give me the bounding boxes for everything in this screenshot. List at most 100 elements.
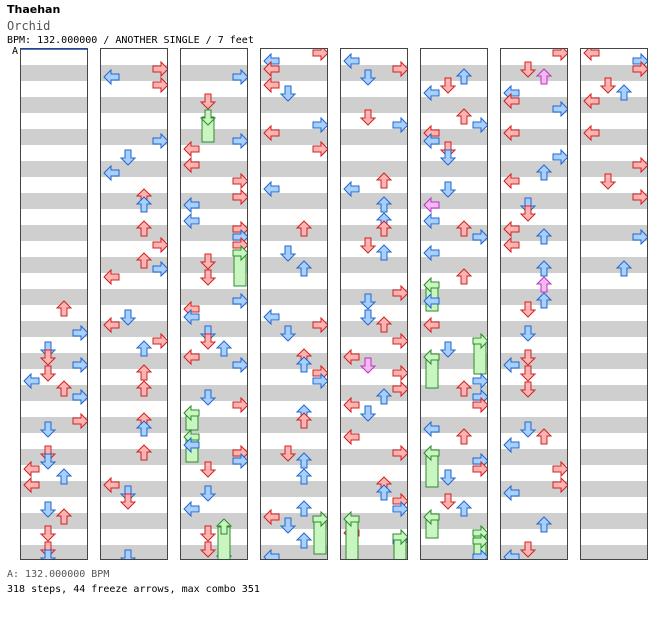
- up-arrow-note: [375, 484, 393, 501]
- up-arrow-note: [375, 172, 393, 189]
- beat-band: [501, 513, 567, 529]
- right-arrow-note: [472, 460, 487, 478]
- up-arrow-note: [535, 428, 553, 445]
- down-arrow-note: [439, 341, 457, 358]
- freeze-arrow-head: [472, 532, 487, 550]
- beat-band: [101, 129, 167, 145]
- beat-band: [341, 257, 407, 273]
- freeze-arrow-head: [423, 348, 440, 366]
- right-arrow-note: [312, 140, 327, 158]
- up-arrow-note: [215, 340, 233, 357]
- down-arrow-note: [359, 109, 377, 126]
- beat-band: [501, 65, 567, 81]
- up-arrow-note: [295, 500, 313, 517]
- down-arrow-note: [279, 517, 297, 534]
- left-arrow-note: [423, 420, 440, 438]
- right-arrow-note: [152, 132, 167, 150]
- down-arrow-note: [39, 549, 57, 559]
- chart-column-4: [260, 48, 328, 560]
- left-arrow-note: [423, 316, 440, 334]
- beat-band: [581, 417, 647, 433]
- song-title: Orchid: [7, 19, 51, 33]
- down-arrow-note: [199, 333, 217, 350]
- left-arrow-note: [263, 508, 280, 526]
- beat-band: [581, 513, 647, 529]
- beat-band: [421, 257, 487, 273]
- beat-band: [421, 545, 487, 559]
- freeze-arrow-body: [233, 252, 247, 287]
- right-arrow-note: [72, 356, 87, 374]
- down-arrow-note: [279, 85, 297, 102]
- up-arrow-note: [375, 220, 393, 237]
- beat-band: [341, 161, 407, 177]
- freeze-arrow-head: [423, 444, 440, 462]
- freeze-arrow-head: [423, 508, 440, 526]
- chart-meta: BPM: 132.000000 / ANOTHER SINGLE / 7 fee…: [7, 35, 254, 46]
- left-arrow-note: [423, 292, 440, 310]
- freeze-arrow-head: [312, 510, 327, 528]
- beat-band: [261, 353, 327, 369]
- beat-band: [581, 385, 647, 401]
- beat-band: [261, 193, 327, 209]
- left-arrow-note: [503, 484, 520, 502]
- freeze-arrow-head: [183, 404, 200, 422]
- freeze-arrow-head: [343, 510, 360, 528]
- left-arrow-note: [423, 132, 440, 150]
- right-arrow-note: [232, 132, 247, 150]
- beat-band: [21, 225, 87, 241]
- beat-band: [261, 417, 327, 433]
- beat-band: [581, 545, 647, 559]
- freeze-arrow-head: [232, 244, 247, 262]
- up-arrow-note: [375, 196, 393, 213]
- notes-layer: [503, 49, 567, 559]
- beat-band: [261, 321, 327, 337]
- up-arrow-note: [135, 340, 153, 357]
- left-arrow-note: [23, 460, 40, 478]
- up-arrow-note: [295, 468, 313, 485]
- chart-column-2: [100, 48, 168, 560]
- beat-band: [501, 417, 567, 433]
- left-arrow-note: [183, 348, 200, 366]
- freeze-arrow-body: [473, 340, 487, 375]
- left-arrow-note: [503, 356, 520, 374]
- up-arrow-note: [455, 68, 473, 85]
- chart-column-5: [340, 48, 408, 560]
- left-arrow-note: [183, 196, 200, 214]
- left-arrow-note: [103, 476, 120, 494]
- left-arrow-note: [423, 196, 440, 214]
- beat-band: [341, 289, 407, 305]
- beat-band: [21, 417, 87, 433]
- beat-band: [101, 513, 167, 529]
- right-arrow-note: [152, 236, 167, 254]
- up-arrow-note: [535, 164, 553, 181]
- chart-column-1: [20, 48, 88, 560]
- up-arrow-note: [455, 220, 473, 237]
- left-arrow-note: [423, 244, 440, 262]
- right-arrow-note: [232, 188, 247, 206]
- chart-column-3: [180, 48, 248, 560]
- beat-band: [341, 193, 407, 209]
- down-arrow-note: [519, 325, 537, 342]
- left-arrow-note: [103, 268, 120, 286]
- beat-band: [581, 161, 647, 177]
- chart-column-6: [420, 48, 488, 560]
- bpm-marker: A: [12, 46, 19, 57]
- beat-band: [501, 193, 567, 209]
- beat-band: [421, 385, 487, 401]
- left-arrow-note: [423, 212, 440, 230]
- beat-band: [21, 321, 87, 337]
- right-arrow-note: [232, 292, 247, 310]
- bpm-legend: A: 132.000000 BPM: [7, 569, 110, 580]
- beat-band: [21, 449, 87, 465]
- beat-band: [501, 385, 567, 401]
- beat-band: [341, 65, 407, 81]
- beat-band: [501, 289, 567, 305]
- left-arrow-note: [503, 124, 520, 142]
- right-arrow-note: [72, 324, 87, 342]
- up-arrow-note: [535, 516, 553, 533]
- beat-band: [581, 193, 647, 209]
- up-arrow-note: [295, 452, 313, 469]
- beat-band: [581, 449, 647, 465]
- beat-band: [341, 449, 407, 465]
- freeze-arrow-body: [345, 518, 359, 559]
